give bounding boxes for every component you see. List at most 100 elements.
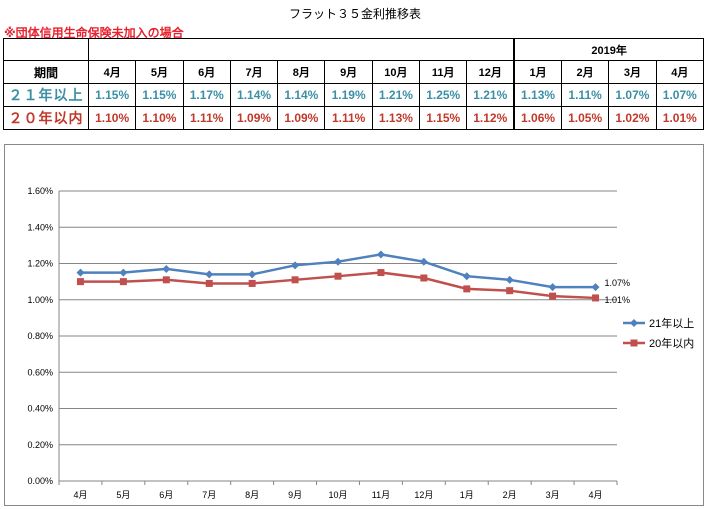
- y-tick-label: 0.60%: [27, 367, 53, 377]
- legend-label: 21年以上: [649, 316, 694, 330]
- table-year-label: 2019年: [513, 38, 705, 61]
- rate-cell: 1.13%: [371, 106, 421, 130]
- rate-cell: 1.12%: [466, 106, 515, 130]
- data-point-diamond: [76, 268, 85, 277]
- data-point-square: [162, 276, 170, 284]
- note-subtitle: ※団体信用生命保険未加入の場合: [4, 26, 184, 40]
- table-month-header: 12月: [466, 60, 515, 84]
- table-period-label: 期間: [3, 60, 89, 84]
- table-month-header: 11月: [419, 60, 468, 84]
- data-point-diamond: [376, 250, 385, 259]
- data-label: 1.01%: [605, 295, 631, 305]
- rate-cell: 1.15%: [87, 83, 137, 107]
- y-tick-label: 0.40%: [27, 404, 53, 414]
- legend-marker-square: [630, 339, 638, 347]
- rate-cell: 1.07%: [608, 83, 657, 107]
- rate-cell: 1.02%: [608, 106, 657, 130]
- rate-cell: 1.19%: [324, 83, 373, 107]
- legend-label: 20年以内: [649, 336, 694, 350]
- table-month-header: 10月: [371, 60, 421, 84]
- data-point-diamond: [291, 261, 300, 270]
- rate-cell: 1.10%: [87, 106, 137, 130]
- y-tick-label: 1.00%: [27, 295, 53, 305]
- table-row-21-years: ２１年以上 1.15% 1.15% 1.17% 1.14% 1.14% 1.19…: [3, 83, 705, 107]
- x-tick-label: 2月: [503, 490, 517, 500]
- table-month-header: 7月: [229, 60, 279, 84]
- row-label-20-years: ２０年以内: [3, 106, 89, 130]
- y-tick-label: 1.20%: [27, 259, 53, 269]
- x-tick-label: 1月: [460, 490, 474, 500]
- data-label: 1.07%: [605, 278, 631, 288]
- data-point-diamond: [462, 272, 471, 281]
- table-month-header: 6月: [182, 60, 231, 84]
- x-tick-label: 4月: [73, 490, 87, 500]
- data-point-diamond: [248, 270, 257, 279]
- data-point-square: [463, 285, 471, 293]
- line-chart: 0.00% 0.20% 0.40% 0.60% 0.80% 1.00% 1.20% 1.40%…: [27, 186, 694, 500]
- data-point-square: [248, 279, 256, 287]
- rate-cell: 1.11%: [560, 83, 610, 107]
- data-point-diamond: [334, 257, 342, 266]
- data-point-diamond: [591, 283, 600, 292]
- x-tick-label: 11月: [372, 490, 390, 500]
- table-month-header: 9月: [324, 60, 373, 84]
- data-point-square: [506, 287, 514, 295]
- rate-cell: 1.07%: [655, 83, 705, 107]
- data-point-square: [334, 272, 342, 280]
- table-month-header: 2月: [560, 60, 610, 84]
- data-point-diamond: [162, 264, 171, 273]
- table-month-row: 期間 4月 5月 6月 7月 8月 9月 10月 11月 12月 1月 2月 3…: [3, 60, 705, 84]
- rate-cell: 1.09%: [277, 106, 326, 130]
- rate-cell: 1.17%: [182, 83, 231, 107]
- y-tick-label: 0.00%: [27, 476, 53, 486]
- table-year-row: 2019年: [3, 38, 705, 61]
- data-point-square: [76, 278, 84, 286]
- table-row-20-years: ２０年以内 1.10% 1.10% 1.11% 1.09% 1.09% 1.11…: [3, 106, 705, 130]
- rate-cell: 1.21%: [466, 83, 515, 107]
- x-tick-label: 3月: [546, 490, 560, 500]
- rate-cell: 1.14%: [277, 83, 326, 107]
- legend-marker-diamond: [630, 319, 638, 327]
- rate-cell: 1.10%: [135, 106, 184, 130]
- data-point-diamond: [419, 257, 428, 266]
- data-point-diamond: [505, 275, 514, 284]
- rate-cell: 1.09%: [229, 106, 279, 130]
- rate-cell: 1.25%: [419, 83, 468, 107]
- x-tick-label: 5月: [116, 490, 130, 500]
- rate-cell: 1.11%: [182, 106, 231, 130]
- rate-cell: 1.13%: [513, 83, 562, 107]
- row-label-21-years: ２１年以上: [3, 83, 89, 107]
- data-point-square: [549, 292, 557, 300]
- rate-cell: 1.14%: [229, 83, 279, 107]
- x-tick-label: 12月: [414, 490, 433, 500]
- x-tick-label: 8月: [245, 490, 259, 500]
- table-month-header: 4月: [655, 60, 705, 84]
- table-month-header: 5月: [135, 60, 184, 84]
- data-point-square: [119, 278, 127, 286]
- x-tick-label: 10月: [328, 490, 347, 500]
- y-tick-label: 1.60%: [27, 186, 53, 196]
- data-point-diamond: [205, 270, 214, 279]
- data-point-square: [205, 279, 213, 287]
- rate-cell: 1.01%: [655, 106, 705, 130]
- table-month-header: 1月: [513, 60, 562, 84]
- chart-area: 0.00% 0.20% 0.40% 0.60% 0.80% 1.00% 1.20% 1.40%…: [4, 144, 704, 506]
- rate-cell: 1.06%: [513, 106, 562, 130]
- rate-cell: 1.11%: [324, 106, 373, 130]
- x-tick-label: 7月: [202, 490, 216, 500]
- rate-cell: 1.21%: [371, 83, 421, 107]
- data-point-diamond: [548, 283, 557, 292]
- rate-table: 2019年 期間 4月 5月 6月 7月 8月 9月 10月 11月 12月 1…: [3, 38, 705, 130]
- table-month-header: 3月: [608, 60, 657, 84]
- data-point-diamond: [119, 268, 128, 277]
- rate-cell: 1.05%: [560, 106, 610, 130]
- rate-cell: 1.15%: [135, 83, 184, 107]
- y-tick-label: 0.80%: [27, 331, 53, 341]
- data-point-square: [420, 274, 428, 282]
- data-point-square: [592, 294, 600, 302]
- y-tick-label: 1.40%: [27, 222, 53, 232]
- x-tick-label: 4月: [589, 490, 603, 500]
- data-point-square: [377, 269, 385, 277]
- table-year-blank-cell: [88, 38, 515, 61]
- rate-cell: 1.15%: [419, 106, 468, 130]
